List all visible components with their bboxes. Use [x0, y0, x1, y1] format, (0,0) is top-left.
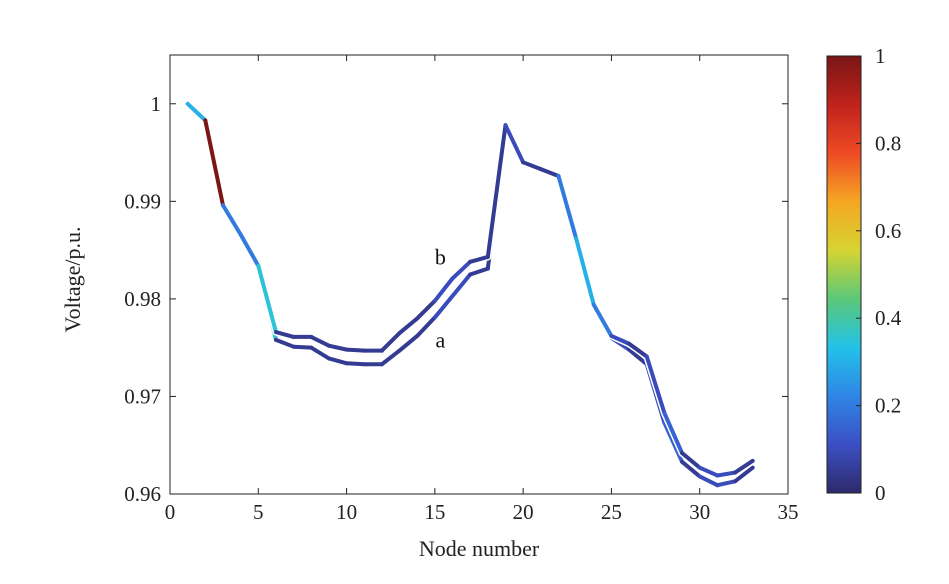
series-b-segment: [644, 354, 667, 416]
series-b-segment: [309, 334, 331, 348]
annotation-b: b: [435, 245, 446, 270]
axes-frame: [169, 54, 789, 495]
x-tick-label: 30: [689, 500, 710, 524]
colorbar-tick-label: 1: [875, 44, 886, 68]
series-b-segment: [432, 276, 455, 303]
series-b-segment: [379, 331, 402, 353]
annotation-layer: ba: [435, 245, 446, 353]
x-tick-label: 5: [253, 500, 264, 524]
series-layer: [184, 100, 757, 489]
series-b-segment: [256, 263, 278, 335]
series-a-segment: [291, 344, 314, 350]
series-a-segment: [697, 474, 720, 488]
series-b-segment: [574, 236, 596, 307]
series-a-segment: [379, 348, 402, 367]
y-tick-label: 0.96: [124, 482, 161, 506]
x-tick-label: 35: [778, 500, 799, 524]
series-b-segment: [627, 341, 649, 359]
x-tick-label: 10: [336, 500, 357, 524]
series-b-segment: [220, 203, 243, 237]
series-a-segment: [397, 333, 420, 353]
series-b-segment: [344, 347, 367, 353]
series-b-segment: [662, 411, 685, 456]
colorbar-tick-label: 0.4: [875, 306, 902, 330]
series-b-segment: [326, 343, 349, 352]
series-a-segment: [468, 266, 490, 277]
series-b-segment: [609, 333, 632, 346]
series-b-segment: [733, 458, 755, 475]
series-b-segment: [185, 101, 208, 123]
annotation-a: a: [436, 328, 446, 353]
series-a-segment: [344, 361, 367, 367]
colorbar-tick-label: 0.6: [875, 219, 901, 243]
series-b-segment: [397, 316, 420, 336]
colorbar-tick-label: 0: [875, 481, 886, 505]
series-a-segment: [450, 272, 473, 298]
y-axis-title: Voltage/p.u.: [60, 227, 85, 333]
colorbar-tick-label: 0.2: [875, 394, 901, 418]
series-b-segment: [556, 173, 579, 241]
series-a-segment: [273, 337, 296, 349]
series-a-segment: [415, 315, 437, 338]
y-tick-label: 0.99: [124, 189, 161, 213]
series-b: [184, 100, 757, 479]
series-a-segment: [733, 465, 755, 484]
series-a-segment: [680, 459, 702, 479]
series-b-segment: [715, 470, 738, 478]
x-tick-label: 0: [165, 500, 176, 524]
x-tick-label: 20: [513, 500, 534, 524]
series-a-segment: [662, 420, 685, 464]
series-b-segment: [450, 259, 473, 281]
series-a-segment: [715, 479, 738, 488]
series-b-segment: [468, 254, 490, 264]
series-b-segment: [415, 298, 437, 321]
x-tick-label: 25: [601, 500, 622, 524]
series-b-segment: [538, 167, 561, 178]
x-axis-title: Node number: [419, 536, 540, 561]
series-b-segment: [485, 123, 508, 259]
series-b-segment: [503, 123, 526, 165]
colorbar-tick-label: 0.8: [875, 131, 901, 155]
y-tick-label: 0.97: [124, 384, 161, 408]
series-b-segment: [238, 232, 261, 268]
colorbar-gradient: [826, 55, 862, 494]
series-b-segment: [203, 118, 225, 208]
series-b-segment: [697, 465, 720, 478]
series-a-segment: [432, 293, 455, 320]
series-a-segment: [309, 345, 331, 361]
series-a-segment: [326, 356, 349, 366]
y-tick-label: 0.98: [124, 287, 161, 311]
series-b-segment: [273, 330, 296, 339]
x-tick-label: 15: [424, 500, 445, 524]
series-b-segment: [680, 451, 702, 470]
colorbar: 0 0.2 0.4 0.6 0.8 1: [826, 44, 902, 505]
series-a-segment: [627, 347, 649, 367]
axes-layer: 0 5 10 15 20 25 30 35 0.96 0.97 0.98 0.99 1: [124, 54, 799, 524]
series-b-segment: [521, 160, 543, 172]
y-tick-label: 1: [151, 92, 162, 116]
series-b-segment: [591, 302, 614, 338]
